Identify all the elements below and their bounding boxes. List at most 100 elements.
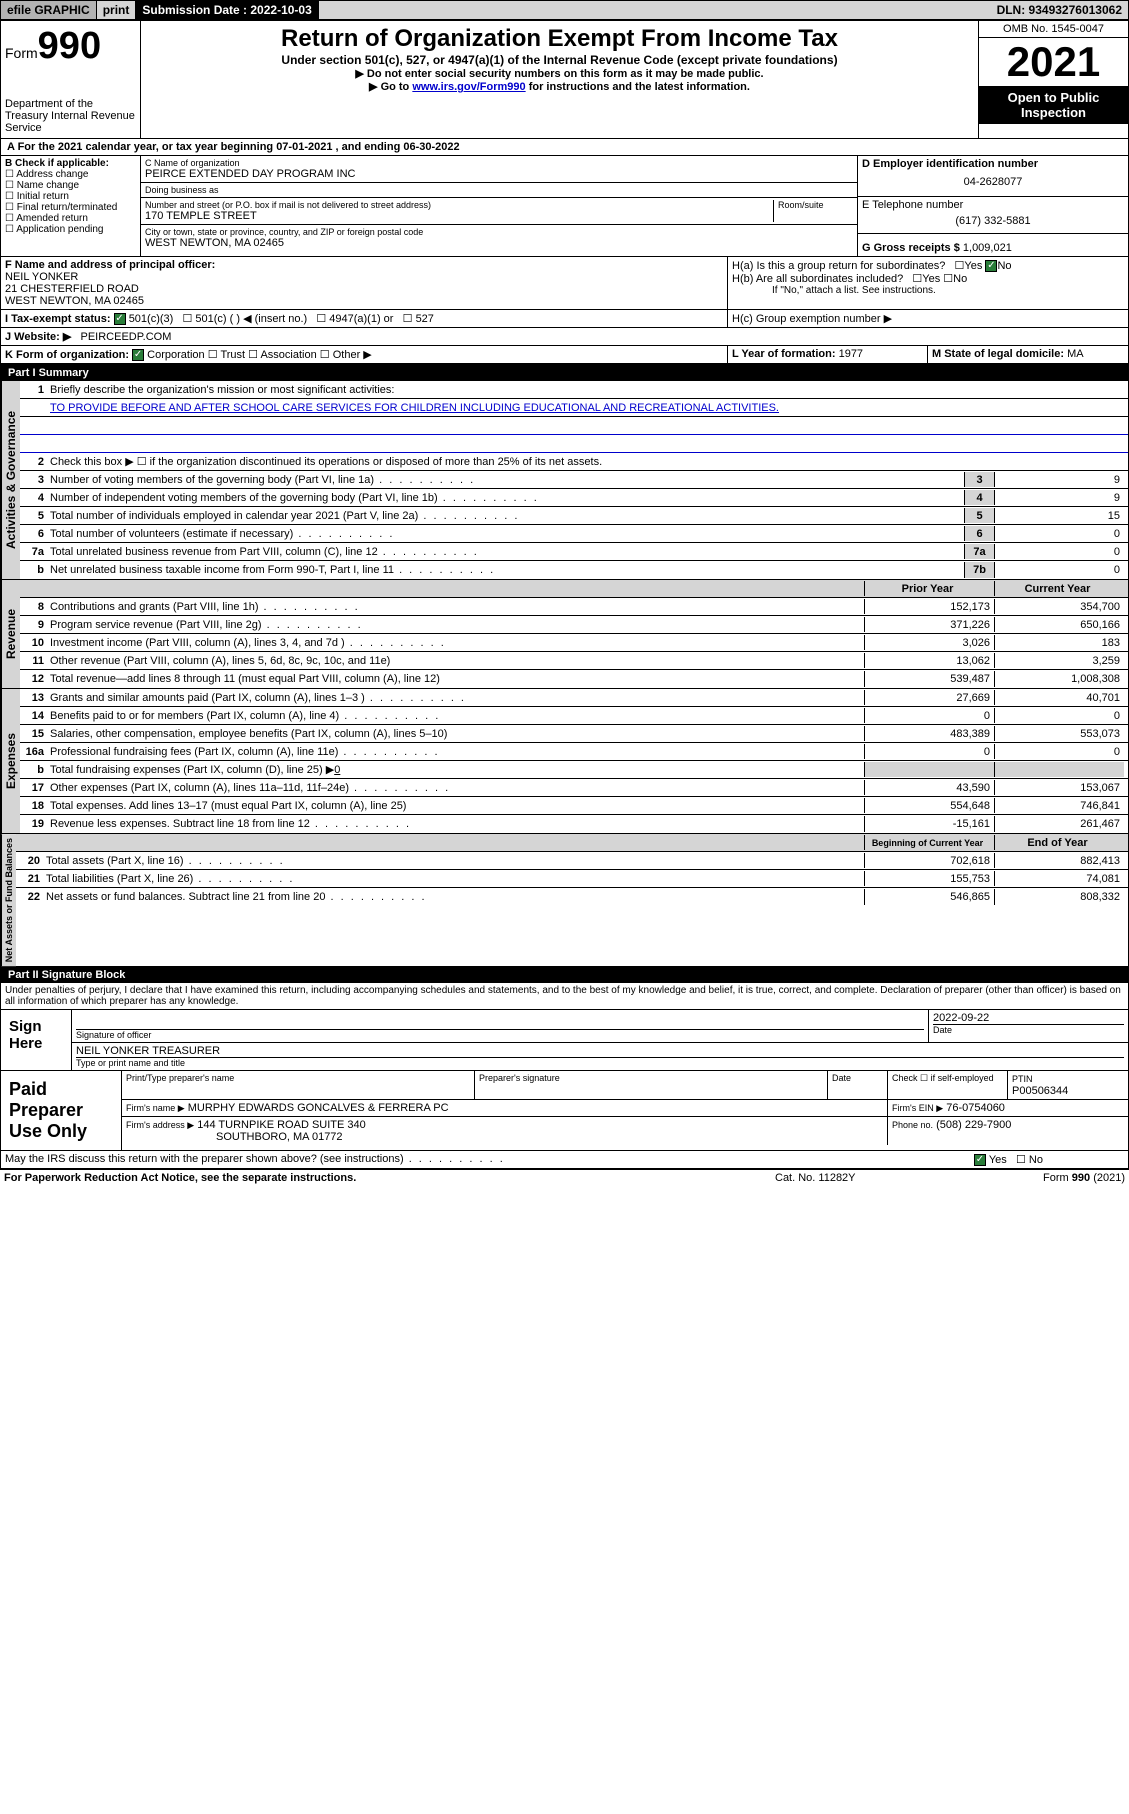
room-label: Room/suite	[778, 200, 853, 210]
addr-value: 170 TEMPLE STREET	[145, 210, 773, 222]
cb-corp	[132, 349, 144, 361]
gross-value: 1,009,021	[963, 242, 1012, 254]
discuss-text: May the IRS discuss this return with the…	[5, 1153, 974, 1166]
dba-label: Doing business as	[145, 185, 853, 195]
footer-right: Form 990 (2021)	[975, 1172, 1125, 1184]
cb-pending[interactable]: ☐ Application pending	[5, 224, 136, 235]
cb-amended[interactable]: ☐ Amended return	[5, 213, 136, 224]
l15: Salaries, other compensation, employee b…	[50, 728, 864, 740]
ptin-value: P00506344	[1012, 1085, 1068, 1097]
netassets-block: Net Assets or Fund Balances Beginning of…	[0, 834, 1129, 967]
l4v: 9	[994, 490, 1124, 505]
l21: Total liabilities (Part X, line 26)	[46, 873, 864, 885]
footer-mid: Cat. No. 11282Y	[775, 1172, 975, 1184]
ein-label: D Employer identification number	[862, 158, 1124, 170]
paid-label: Paid Preparer Use Only	[1, 1071, 121, 1150]
firm-ein: 76-0754060	[946, 1102, 1005, 1114]
l10c: 183	[994, 635, 1124, 650]
irs-link[interactable]: www.irs.gov/Form990	[412, 81, 525, 93]
l8c: 354,700	[994, 599, 1124, 614]
tel-label: E Telephone number	[862, 199, 1124, 211]
side-netassets: Net Assets or Fund Balances	[1, 834, 16, 966]
sign-here-block: Sign Here Signature of officer 2022-09-2…	[0, 1010, 1129, 1071]
l9c: 650,166	[994, 617, 1124, 632]
l17p: 43,590	[864, 780, 994, 795]
l11: Other revenue (Part VIII, column (A), li…	[50, 655, 864, 667]
end-hdr: End of Year	[994, 835, 1124, 850]
l22c: 808,332	[994, 889, 1124, 905]
omb-number: OMB No. 1545-0047	[979, 21, 1128, 38]
form-subtitle: Under section 501(c), 527, or 4947(a)(1)…	[145, 53, 974, 67]
l21c: 74,081	[994, 871, 1124, 886]
tax-status-label: I Tax-exempt status:	[5, 313, 111, 325]
l18: Total expenses. Add lines 13–17 (must eq…	[50, 800, 864, 812]
l4: Number of independent voting members of …	[50, 492, 964, 504]
part2-header: Part II Signature Block	[0, 967, 1129, 983]
l3: Number of voting members of the governin…	[50, 474, 964, 486]
firm-name: MURPHY EDWARDS GONCALVES & FERRERA PC	[188, 1102, 449, 1114]
l3v: 9	[994, 472, 1124, 487]
l1-mission: TO PROVIDE BEFORE AND AFTER SCHOOL CARE …	[50, 402, 1124, 414]
form-title: Return of Organization Exempt From Incom…	[145, 25, 974, 53]
tel-value: (617) 332-5881	[862, 211, 1124, 231]
l18c: 746,841	[994, 798, 1124, 813]
city-value: WEST NEWTON, MA 02465	[145, 237, 853, 249]
dln-label: DLN: 93493276013062	[991, 1, 1128, 19]
row-i: I Tax-exempt status: 501(c)(3) ☐ 501(c) …	[0, 310, 1129, 328]
l7bv: 0	[994, 562, 1124, 578]
paid-preparer-block: Paid Preparer Use Only Print/Type prepar…	[0, 1071, 1129, 1151]
part1-header: Part I Summary	[0, 365, 1129, 381]
l8: Contributions and grants (Part VIII, lin…	[50, 601, 864, 613]
l5: Total number of individuals employed in …	[50, 510, 964, 522]
l13p: 27,669	[864, 690, 994, 705]
cb-final[interactable]: ☐ Final return/terminated	[5, 202, 136, 213]
l14p: 0	[864, 708, 994, 723]
check-b-label: B Check if applicable:	[5, 158, 136, 169]
l8p: 152,173	[864, 599, 994, 614]
l14c: 0	[994, 708, 1124, 723]
open-public: Open to Public Inspection	[979, 86, 1128, 124]
officer-name: NEIL YONKER	[5, 271, 723, 283]
officer-addr1: 21 CHESTERFIELD ROAD	[5, 283, 723, 295]
cb-initial[interactable]: ☐ Initial return	[5, 191, 136, 202]
l12: Total revenue—add lines 8 through 11 (mu…	[50, 673, 864, 685]
top-bar: efile GRAPHIC print Submission Date : 20…	[0, 0, 1129, 20]
dept-label: Department of the Treasury Internal Reve…	[5, 98, 136, 134]
prep-date-label: Date	[828, 1071, 888, 1099]
ha-row: H(a) Is this a group return for subordin…	[732, 259, 1124, 272]
tax-year: 2021	[979, 38, 1128, 86]
submission-date: Submission Date : 2022-10-03	[136, 1, 318, 19]
l13c: 40,701	[994, 690, 1124, 705]
l9p: 371,226	[864, 617, 994, 632]
l21p: 155,753	[864, 871, 994, 886]
efile-label: efile GRAPHIC	[1, 1, 97, 19]
l14: Benefits paid to or for members (Part IX…	[50, 710, 864, 722]
row-f-h: F Name and address of principal officer:…	[0, 257, 1129, 310]
l2: Check this box ▶ ☐ if the organization d…	[50, 455, 1124, 468]
form-number: Form990	[5, 25, 136, 68]
self-emp: Check ☐ if self-employed	[888, 1071, 1008, 1099]
print-button[interactable]: print	[97, 1, 137, 19]
officer-addr2: WEST NEWTON, MA 02465	[5, 295, 723, 307]
l7b: Net unrelated business taxable income fr…	[50, 564, 964, 576]
org-name: PEIRCE EXTENDED DAY PROGRAM INC	[145, 168, 853, 180]
cb-name[interactable]: ☐ Name change	[5, 180, 136, 191]
row-j: J Website: ▶ PEIRCEEDP.COM	[0, 328, 1129, 346]
gross-label: G Gross receipts $	[862, 242, 960, 254]
prep-name-label: Print/Type preparer's name	[122, 1071, 475, 1099]
ha-no-checked	[985, 260, 997, 272]
l22: Net assets or fund balances. Subtract li…	[46, 891, 864, 903]
l22p: 546,865	[864, 889, 994, 905]
note-ssn: ▶ Do not enter social security numbers o…	[145, 67, 974, 80]
l19c: 261,467	[994, 816, 1124, 832]
l16a: Professional fundraising fees (Part IX, …	[50, 746, 864, 758]
cb-address[interactable]: ☐ Address change	[5, 169, 136, 180]
side-revenue: Revenue	[1, 580, 20, 688]
revenue-block: Revenue Prior YearCurrent Year 8Contribu…	[0, 580, 1129, 689]
hb-note: If "No," attach a list. See instructions…	[732, 285, 1124, 296]
firm-addr1: 144 TURNPIKE ROAD SUITE 340	[197, 1119, 366, 1131]
addr-label: Number and street (or P.O. box if mail i…	[145, 200, 773, 210]
ein-value: 04-2628077	[862, 170, 1124, 194]
l6: Total number of volunteers (estimate if …	[50, 528, 964, 540]
l9: Program service revenue (Part VIII, line…	[50, 619, 864, 631]
